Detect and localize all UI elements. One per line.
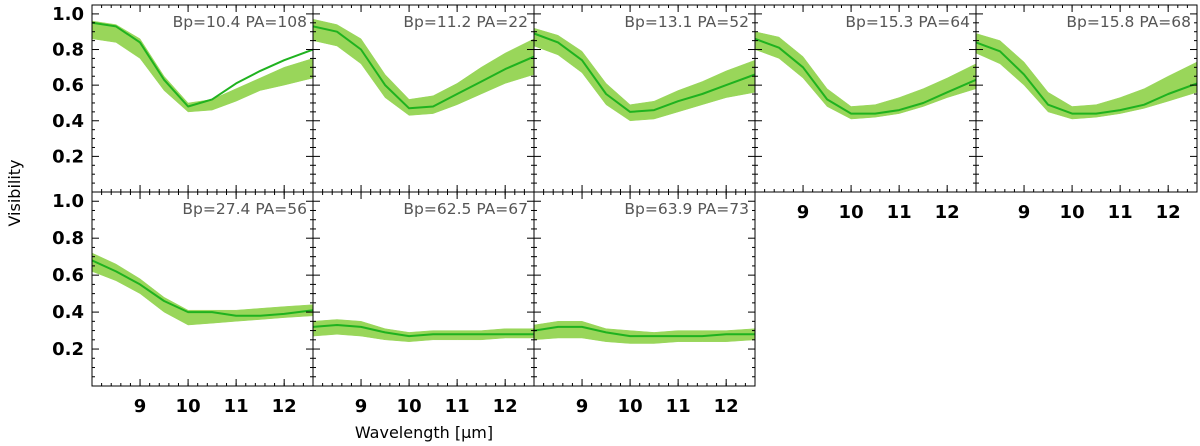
- x-tick-label: 11: [445, 396, 470, 417]
- measured-band: [313, 319, 534, 342]
- model-line: [313, 324, 534, 338]
- y-tick-label: 0.8: [52, 228, 84, 249]
- panel-frame: [975, 4, 1198, 193]
- x-tick-label: 11: [1108, 202, 1133, 223]
- x-tick-label: 10: [1060, 202, 1085, 223]
- x-tick-label: 10: [176, 396, 201, 417]
- panel-1: Bp=10.4 PA=108: [91, 4, 314, 193]
- model-line: [92, 21, 313, 108]
- panel-label: Bp=15.3 PA=64: [845, 13, 970, 31]
- x-tick-label: 10: [839, 202, 864, 223]
- y-tick-label: 0.4: [52, 302, 84, 323]
- model-line: [313, 25, 534, 110]
- x-tick-label: 12: [935, 202, 960, 223]
- y-tick-label: 0.2: [52, 339, 84, 360]
- panel-label: Bp=62.5 PA=67: [403, 200, 528, 218]
- x-tick-label: 12: [1156, 202, 1181, 223]
- model-line: [534, 325, 755, 338]
- panel-frame: [312, 191, 535, 387]
- y-tick-label: 1.0: [52, 191, 84, 212]
- model-line: [534, 32, 755, 113]
- panel-4: Bp=15.3 PA=64: [754, 4, 977, 193]
- x-tick-label: 9: [1018, 202, 1031, 223]
- x-tick-label: 11: [887, 202, 912, 223]
- x-axis-label: Wavelength [μm]: [355, 423, 493, 442]
- x-tick-label: 10: [618, 396, 643, 417]
- y-tick-label: 0.2: [52, 146, 84, 167]
- x-tick-label: 10: [397, 396, 422, 417]
- x-tick-label: 9: [576, 396, 589, 417]
- panel-label: Bp=63.9 PA=73: [624, 200, 749, 218]
- y-tick-label: 1.0: [52, 4, 84, 25]
- x-tick-label: 11: [666, 396, 691, 417]
- x-tick-label: 12: [493, 396, 518, 417]
- model-line: [976, 41, 1197, 115]
- x-tick-label: 9: [797, 202, 810, 223]
- measured-band: [92, 252, 313, 326]
- measured-band: [976, 33, 1197, 120]
- x-tick-label: 9: [134, 396, 147, 417]
- panel-frame: [91, 191, 314, 387]
- measured-band: [534, 321, 755, 344]
- panel-frame: [533, 191, 756, 387]
- measured-band: [313, 18, 534, 116]
- panel-2: Bp=11.2 PA=22: [312, 4, 535, 193]
- panel-label: Bp=13.1 PA=52: [624, 13, 749, 31]
- measured-band: [92, 20, 313, 113]
- measured-band: [755, 31, 976, 120]
- panel-5: Bp=15.8 PA=68: [975, 4, 1198, 193]
- panel-label: Bp=10.4 PA=108: [173, 13, 307, 31]
- panel-8: Bp=63.9 PA=73: [533, 191, 756, 387]
- panel-7: Bp=62.5 PA=67: [312, 191, 535, 387]
- x-tick-label: 11: [224, 396, 249, 417]
- panel-6: Bp=27.4 PA=56: [91, 191, 314, 387]
- x-tick-label: 12: [714, 396, 739, 417]
- panel-label: Bp=11.2 PA=22: [403, 13, 528, 31]
- y-tick-label: 0.8: [52, 40, 84, 61]
- measured-band: [534, 27, 755, 122]
- x-tick-label: 12: [272, 396, 297, 417]
- model-line: [755, 37, 976, 115]
- panel-3: Bp=13.1 PA=52: [533, 4, 756, 193]
- panel-label: Bp=15.8 PA=68: [1066, 13, 1191, 31]
- y-axis-label: Visibility: [5, 159, 24, 226]
- y-tick-labels: 0.2 0.4 0.6 0.8 1.0 0.2 0.4 0.6 0.8 1.0: [52, 4, 84, 360]
- x-tick-labels: 9 10 11 12 9 10 11 12 9 10 11 12 9 10 11 12 9 10 11 12: [134, 202, 1181, 417]
- panels-group: Bp=10.4 PA=108 Bp=11.2 PA=22 Bp=13.1 PA=52…: [91, 4, 1198, 387]
- y-tick-label: 0.6: [52, 265, 84, 286]
- panel-label: Bp=27.4 PA=56: [182, 200, 307, 218]
- model-line: [92, 259, 313, 317]
- y-tick-label: 0.4: [52, 111, 84, 132]
- y-tick-label: 0.6: [52, 75, 84, 96]
- x-tick-label: 9: [355, 396, 368, 417]
